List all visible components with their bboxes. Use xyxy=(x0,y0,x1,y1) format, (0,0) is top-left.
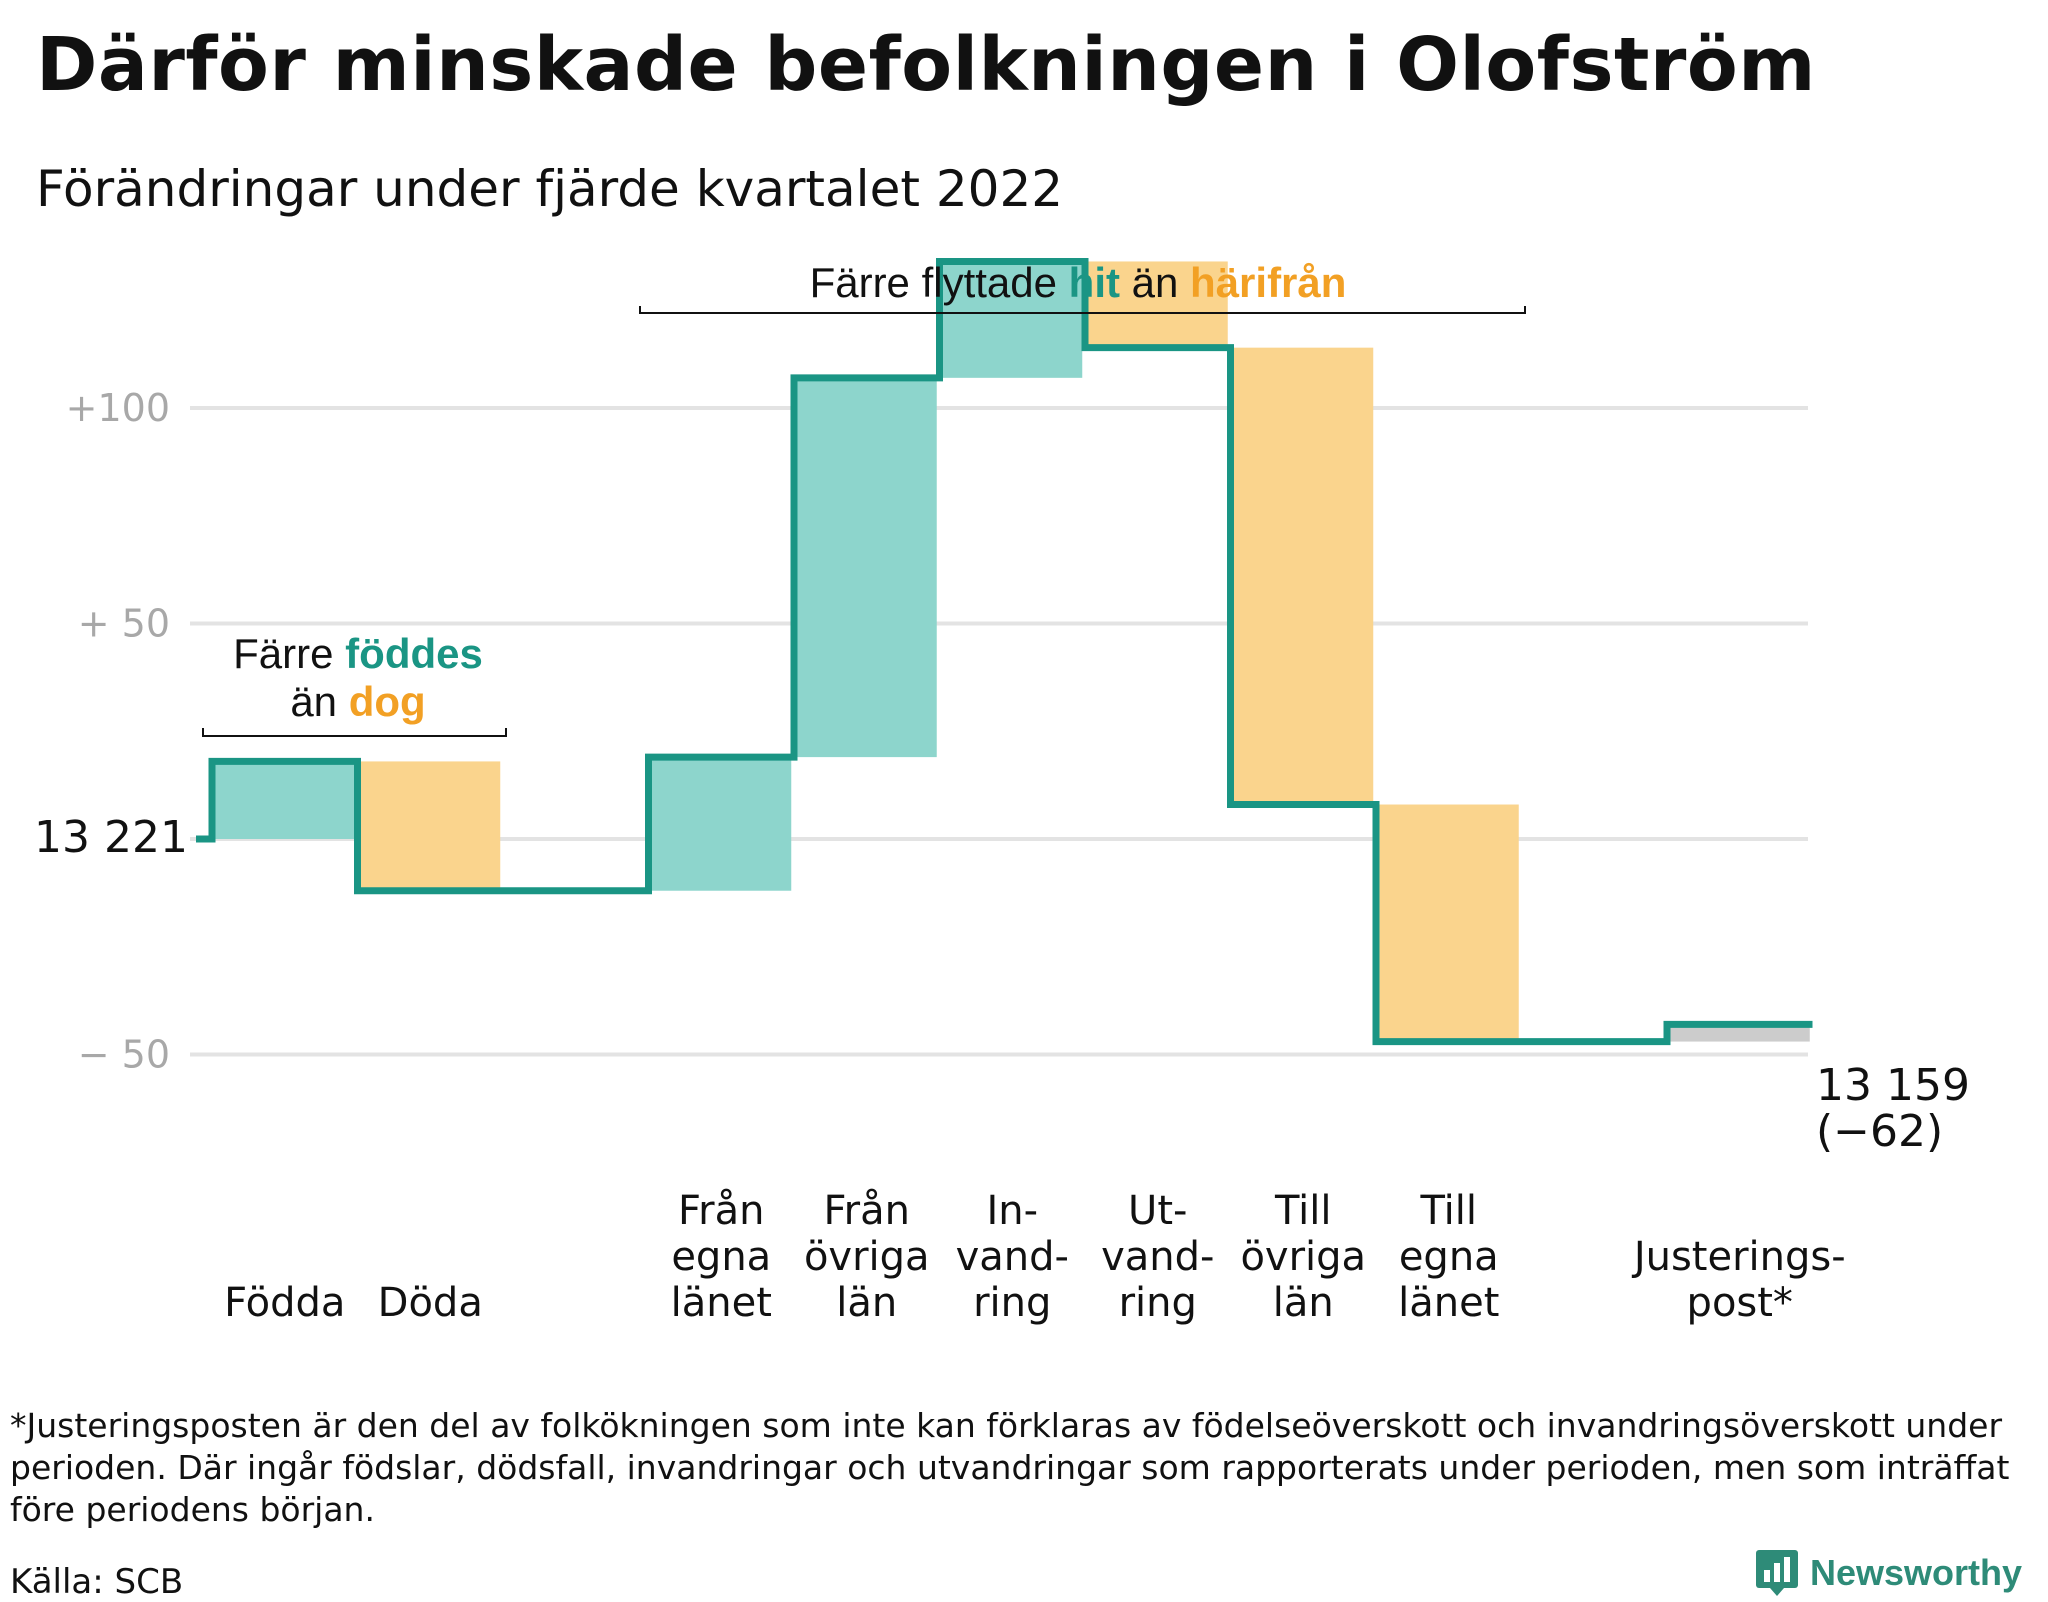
y-tick-label: +100 xyxy=(66,386,170,430)
chart-subtitle: Förändringar under fjärde kvartalet 2022 xyxy=(36,160,1064,218)
births-annotation-line1: Färre föddes xyxy=(233,630,483,677)
waterfall-bar xyxy=(1378,804,1519,1042)
births-annotation-line2: än dog xyxy=(290,678,425,725)
category-label: vand- xyxy=(956,1234,1069,1280)
source-label: Källa: SCB xyxy=(10,1562,184,1602)
waterfall-bar xyxy=(1087,261,1228,348)
category-label: Till xyxy=(1419,1188,1477,1234)
bars xyxy=(214,261,1810,1042)
brand-name: Newsworthy xyxy=(1809,1552,2022,1593)
start-value-label: 13 221 xyxy=(34,812,188,863)
category-label: Ut- xyxy=(1128,1188,1187,1234)
waterfall-bar xyxy=(1233,347,1374,805)
end-value-label: 13 159 xyxy=(1816,1060,1970,1111)
footnote: *Justeringsposten är den del av folkökni… xyxy=(10,1406,2010,1529)
category-label: Döda xyxy=(378,1280,483,1326)
gridlines xyxy=(190,406,1808,1057)
waterfall-bar xyxy=(214,761,355,839)
migration-bracket xyxy=(639,306,1526,314)
category-label: Från xyxy=(678,1188,764,1234)
y-axis-ticks: +100 + 50 − 50 xyxy=(66,386,170,1077)
waterfall-bar xyxy=(796,377,937,758)
cumulative-step-line xyxy=(196,257,1813,1046)
category-label: egna xyxy=(671,1234,771,1280)
waterfall-chart: +100+ 50− 50 Födda DödaFrånegnalänetFrånö… xyxy=(34,257,1970,1326)
step-line xyxy=(196,257,1813,1046)
waterfall-bar xyxy=(942,261,1083,378)
chart-title: Därför minskade befolkningen i Olofström xyxy=(36,22,1816,108)
category-label: län xyxy=(1273,1280,1334,1326)
category-label: länet xyxy=(1398,1280,1499,1326)
births-bracket xyxy=(202,728,507,737)
category-label: länet xyxy=(671,1280,772,1326)
category-label: län xyxy=(836,1280,897,1326)
migration-annotation-text: Färre flyttade hit än härifrån xyxy=(810,259,1347,306)
category-label: ring xyxy=(973,1280,1051,1326)
migration-annotation: Färre flyttade hit än härifrån xyxy=(639,259,1526,314)
y-tick-label: − 50 xyxy=(78,1033,170,1077)
brand[interactable]: Newsworthy xyxy=(1755,1550,2022,1596)
category-label: egna xyxy=(1399,1234,1499,1280)
category-label: Justerings- xyxy=(1631,1234,1846,1280)
y-tick-label: + 50 xyxy=(78,602,170,646)
newsworthy-logo-icon xyxy=(1755,1550,1798,1596)
category-label: övriga xyxy=(1240,1234,1366,1280)
waterfall-bar xyxy=(1669,1024,1810,1042)
category-labels: Födda DödaFrånegnalänetFrånövrigalänIn-va… xyxy=(224,1188,1846,1326)
waterfall-bar xyxy=(651,757,792,891)
category-label: vand- xyxy=(1101,1234,1214,1280)
category-label: Födda xyxy=(224,1280,345,1326)
category-label: post* xyxy=(1687,1280,1793,1326)
category-label: In- xyxy=(986,1188,1038,1234)
end-change-label: (−62) xyxy=(1816,1106,1943,1157)
category-label: Till xyxy=(1274,1188,1332,1234)
category-label: övriga xyxy=(804,1234,930,1280)
category-label: Från xyxy=(824,1188,910,1234)
category-label: ring xyxy=(1119,1280,1197,1326)
births-annotation: Färre föddes än dog xyxy=(202,630,507,737)
waterfall-bar xyxy=(360,761,501,891)
